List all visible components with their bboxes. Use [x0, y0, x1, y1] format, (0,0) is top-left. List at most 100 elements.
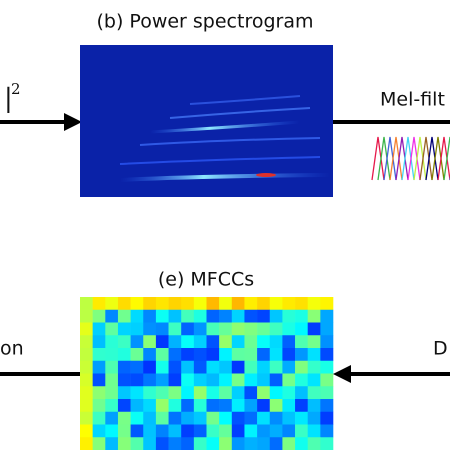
heatmap-cell: [117, 424, 131, 438]
heatmap-cell: [257, 386, 271, 400]
filter: [425, 136, 439, 181]
heatmap-cell: [143, 309, 157, 323]
heatmap-cell: [257, 437, 271, 450]
heatmap-cell: [130, 399, 144, 413]
heatmap-cell: [80, 411, 93, 425]
heatmap-cell: [320, 297, 334, 311]
heatmap-cell: [320, 399, 334, 413]
heatmap-cell: [155, 297, 169, 311]
heatmap-cell: [80, 399, 93, 413]
heatmap-cell: [130, 437, 144, 450]
heatmap-cell: [231, 399, 245, 413]
heatmap-cell: [282, 424, 296, 438]
heatmap-cell: [295, 386, 308, 400]
heatmap-cell: [257, 335, 271, 349]
filter: [437, 136, 450, 181]
heatmap-cell: [155, 411, 169, 425]
heatmap-cell: [181, 411, 195, 425]
heatmap-cell: [155, 348, 169, 362]
heatmap-cell: [130, 411, 144, 425]
panel-title: (b) Power spectrogram: [97, 11, 314, 33]
heatmap-cell: [130, 360, 144, 374]
filter: [413, 136, 427, 181]
heatmap-cell: [307, 386, 321, 400]
heatmap-cell: [143, 399, 157, 413]
heatmap-cell: [269, 424, 283, 438]
heatmap-cell: [143, 424, 157, 438]
heatmap-cell: [117, 411, 131, 425]
heatmap-cell: [92, 322, 106, 336]
heatmap-cell: [92, 335, 106, 349]
heatmap-cell: [168, 386, 182, 400]
heatmap-cell: [282, 297, 296, 311]
heatmap-cell: [231, 411, 245, 425]
heatmap-cell: [92, 399, 106, 413]
heatmap-cell: [130, 335, 144, 349]
heatmap-cell: [130, 348, 144, 362]
heatmap-cell: [244, 348, 258, 362]
heatmap-cell: [130, 309, 144, 323]
heatmap-cell: [282, 322, 296, 336]
heatmap-cell: [143, 322, 157, 336]
heatmap-cell: [168, 335, 182, 349]
heatmap-cell: [320, 411, 334, 425]
heatmap-cell: [92, 411, 106, 425]
heatmap-cell: [92, 360, 106, 374]
heatmap-cell: [320, 360, 334, 374]
heatmap-cell: [206, 373, 220, 387]
heatmap-cell: [206, 399, 220, 413]
heatmap-cell: [295, 322, 308, 336]
heatmap-cell: [193, 399, 207, 413]
heatmap-cell: [320, 322, 334, 336]
heatmap-cell: [307, 373, 321, 387]
heatmap-cell: [231, 309, 245, 323]
heatmap-cell: [105, 411, 119, 425]
heatmap-cell: [244, 437, 258, 450]
heatmap-cell: [206, 335, 220, 349]
mfcc-heatmap: [80, 297, 334, 450]
heatmap-cell: [181, 399, 195, 413]
heatmap-cell: [282, 399, 296, 413]
panel-title: (e) MFCCs: [158, 269, 254, 291]
heatmap-cell: [155, 322, 169, 336]
heatmap-cell: [244, 297, 258, 311]
heatmap-cell: [168, 437, 182, 450]
heatmap-cell: [231, 348, 245, 362]
heatmap-cell: [92, 348, 106, 362]
heatmap-cell: [105, 348, 119, 362]
heatmap-cell: [155, 424, 169, 438]
heatmap-cell: [130, 424, 144, 438]
heatmap-cell: [117, 360, 131, 374]
heatmap-cell: [269, 399, 283, 413]
filter: [401, 136, 415, 181]
heatmap-cell: [181, 386, 195, 400]
heatmap-cell: [269, 348, 283, 362]
arrowhead: [64, 113, 82, 131]
heatmap-cell: [206, 322, 220, 336]
heatmap-cell: [181, 309, 195, 323]
heatmap-cell: [295, 437, 308, 450]
heatmap-cell: [231, 360, 245, 374]
heatmap-cell: [269, 386, 283, 400]
heatmap-cell: [206, 348, 220, 362]
heatmap-cell: [257, 411, 271, 425]
heatmap-cell: [117, 335, 131, 349]
heatmap-cell: [307, 360, 321, 374]
heatmap-cell: [117, 297, 131, 311]
arrowhead: [333, 365, 351, 383]
heatmap-cell: [155, 437, 169, 450]
heatmap-cell: [80, 424, 93, 438]
heatmap-cell: [193, 437, 207, 450]
heatmap-cell: [244, 360, 258, 374]
heatmap-cell: [295, 335, 308, 349]
heatmap-cell: [155, 399, 169, 413]
heatmap-cell: [168, 309, 182, 323]
heatmap-cell: [92, 437, 106, 450]
heatmap-cell: [244, 399, 258, 413]
heatmap-cell: [80, 386, 93, 400]
heatmap-cell: [257, 297, 271, 311]
heatmap-cell: [155, 309, 169, 323]
heatmap-cell: [143, 335, 157, 349]
heatmap-cell: [181, 373, 195, 387]
heatmap-cell: [257, 424, 271, 438]
